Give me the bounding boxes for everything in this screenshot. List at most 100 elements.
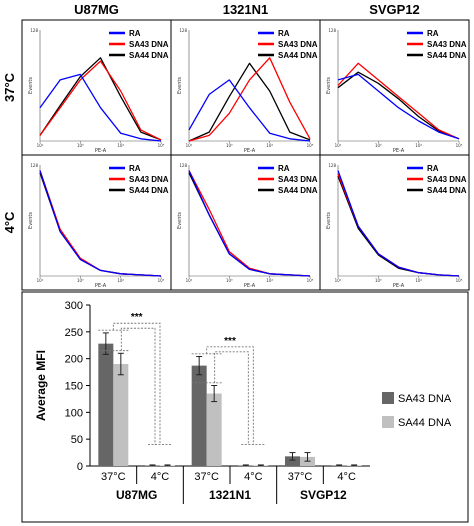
y-axis-label: Events xyxy=(28,77,34,94)
condition-label: 4°C xyxy=(244,471,263,483)
x-tick-label: 10⁴ xyxy=(266,278,273,283)
bar-y-tick-label: 0 xyxy=(77,461,83,473)
histogram-curve-ra xyxy=(337,73,460,140)
y-axis-label: Events xyxy=(177,77,183,94)
column-title-u87mg: U87MG xyxy=(74,2,119,17)
x-tick-label: 10³ xyxy=(375,143,382,148)
column-titles: U87MG 1321N1 SVGP12 xyxy=(74,2,420,17)
x-tick-label: 10² xyxy=(186,278,193,283)
x-tick-label: 10² xyxy=(37,143,44,148)
significance-bracket: *** xyxy=(191,336,266,445)
condition-label: 4°C xyxy=(151,471,170,483)
bar-y-tick-label: 300 xyxy=(65,300,83,312)
y-axis-label: Events xyxy=(28,212,34,229)
x-tick-label: 10⁴ xyxy=(415,143,422,148)
y-tick-top: 128 xyxy=(328,28,336,33)
group-label-1321n1: 1321N1 xyxy=(209,488,251,502)
x-axis-label: PE-A xyxy=(244,148,256,154)
bar-sa44-dna xyxy=(113,364,129,466)
y-tick-top: 128 xyxy=(179,28,187,33)
legend-label-ra: RA xyxy=(427,164,439,173)
row-titles: 37°C 4°C xyxy=(2,72,17,233)
legend-label-ra: RA xyxy=(278,29,290,38)
bar-sa43-dna xyxy=(285,456,300,466)
bar-y-tick-label: 100 xyxy=(65,407,83,419)
x-tick-label: 10³ xyxy=(77,143,84,148)
x-tick-label: 10³ xyxy=(77,278,84,283)
legend-label-sa44-dna: SA44 DNA xyxy=(427,186,467,195)
legend-label-sa44-dna: SA44 DNA xyxy=(129,51,169,60)
significance-label: *** xyxy=(131,312,143,323)
histogram-curve-sa44-dna xyxy=(337,71,460,140)
histogram-curve-ra xyxy=(188,79,311,142)
bar-sa44-dna xyxy=(206,393,222,466)
row-title-4c: 4°C xyxy=(2,211,17,233)
y-tick-top: 128 xyxy=(179,163,187,168)
histogram-curve-ra xyxy=(39,170,162,277)
row-title-37c: 37°C xyxy=(2,72,17,102)
column-title-1321n1: 1321N1 xyxy=(223,2,269,17)
legend-label-sa44-dna: SA44 DNA xyxy=(278,51,318,60)
x-tick-label: 10⁴ xyxy=(266,143,273,148)
histogram-curve-sa44-dna xyxy=(39,57,162,141)
x-axis-label: PE-A xyxy=(393,148,405,154)
x-axis-label: PE-A xyxy=(393,283,405,289)
x-tick-label: 10⁵ xyxy=(456,143,463,148)
legend-label-sa44-dna: SA44 DNA xyxy=(278,186,318,195)
y-tick-top: 128 xyxy=(30,163,38,168)
x-tick-label: 10⁴ xyxy=(415,278,422,283)
legend-label-ra: RA xyxy=(129,29,141,38)
bar-y-tick-label: 150 xyxy=(65,381,83,393)
column-title-svgp12: SVGP12 xyxy=(369,2,420,17)
legend-label-ra: RA xyxy=(129,164,141,173)
bar-legend-swatch-sa43-dna xyxy=(382,392,394,404)
bar-y-tick-label: 50 xyxy=(71,434,83,446)
x-tick-label: 10³ xyxy=(226,143,233,148)
legend-label-sa43-dna: SA43 DNA xyxy=(427,40,467,49)
legend-label-sa43-dna: SA43 DNA xyxy=(129,40,169,49)
legend-label-ra: RA xyxy=(427,29,439,38)
bar-sa43-dna xyxy=(191,365,207,466)
legend-label-ra: RA xyxy=(278,164,290,173)
x-tick-label: 10² xyxy=(37,278,44,283)
x-tick-label: 10² xyxy=(335,143,342,148)
condition-label: 37°C xyxy=(101,471,126,483)
histogram-1321n1-4c: 128 Events 10² 10³ 10⁴ 10⁵ PE-A RA SA43 DNA SA44 … xyxy=(170,154,321,291)
bar-y-tick-label: 200 xyxy=(65,354,83,366)
x-tick-label: 10⁵ xyxy=(456,278,463,283)
x-axis-label: PE-A xyxy=(95,283,107,289)
bar-legend-swatch-sa44-dna xyxy=(382,416,394,428)
histogram-1321n1-37c: 128 Events 10² 10³ 10⁴ 10⁵ PE-A RA SA43 DNA SA44 … xyxy=(170,19,321,156)
condition-label: 37°C xyxy=(194,471,219,483)
significance-label: *** xyxy=(224,336,236,347)
histogram-svgp12-37c: 128 Events 10² 10³ 10⁴ 10⁵ PE-A RA SA43 DNA SA44 … xyxy=(319,19,470,156)
x-tick-label: 10⁵ xyxy=(158,278,165,283)
significance-bracket: *** xyxy=(98,312,172,445)
x-tick-label: 10⁵ xyxy=(158,143,165,148)
panel-frame xyxy=(319,154,470,291)
bar-legend-label-sa43-dna: SA43 DNA xyxy=(398,393,452,405)
histogram-curve-sa44-dna xyxy=(188,62,311,142)
x-tick-label: 10⁴ xyxy=(117,143,124,148)
x-tick-label: 10⁴ xyxy=(117,278,124,283)
condition-label: 37°C xyxy=(288,471,313,483)
histogram-curve-ra xyxy=(337,170,460,277)
bar-chart-frame xyxy=(21,291,469,523)
x-tick-label: 10² xyxy=(335,278,342,283)
y-axis-label: Events xyxy=(177,212,183,229)
histogram-curve-ra xyxy=(188,170,311,277)
y-axis-label: Events xyxy=(326,77,332,94)
legend-label-sa43-dna: SA43 DNA xyxy=(129,175,169,184)
legend-label-sa43-dna: SA43 DNA xyxy=(278,40,318,49)
histogram-grid: 128 Events 10² 10³ 10⁴ 10⁵ PE-A RA SA43 DNA SA44 … xyxy=(21,19,470,291)
histogram-svgp12-4c: 128 Events 10² 10³ 10⁴ 10⁵ PE-A RA SA43 DNA SA44 … xyxy=(319,154,470,291)
legend-label-sa44-dna: SA44 DNA xyxy=(129,186,169,195)
legend-label-sa44-dna: SA44 DNA xyxy=(427,51,467,60)
bar-legend-label-sa44-dna: SA44 DNA xyxy=(398,417,452,429)
x-tick-label: 10³ xyxy=(375,278,382,283)
histogram-curve-sa43-dna xyxy=(39,60,162,141)
group-label-u87mg: U87MG xyxy=(116,488,157,502)
bar-y-tick-label: 250 xyxy=(65,327,83,339)
y-axis-label: Events xyxy=(326,212,332,229)
